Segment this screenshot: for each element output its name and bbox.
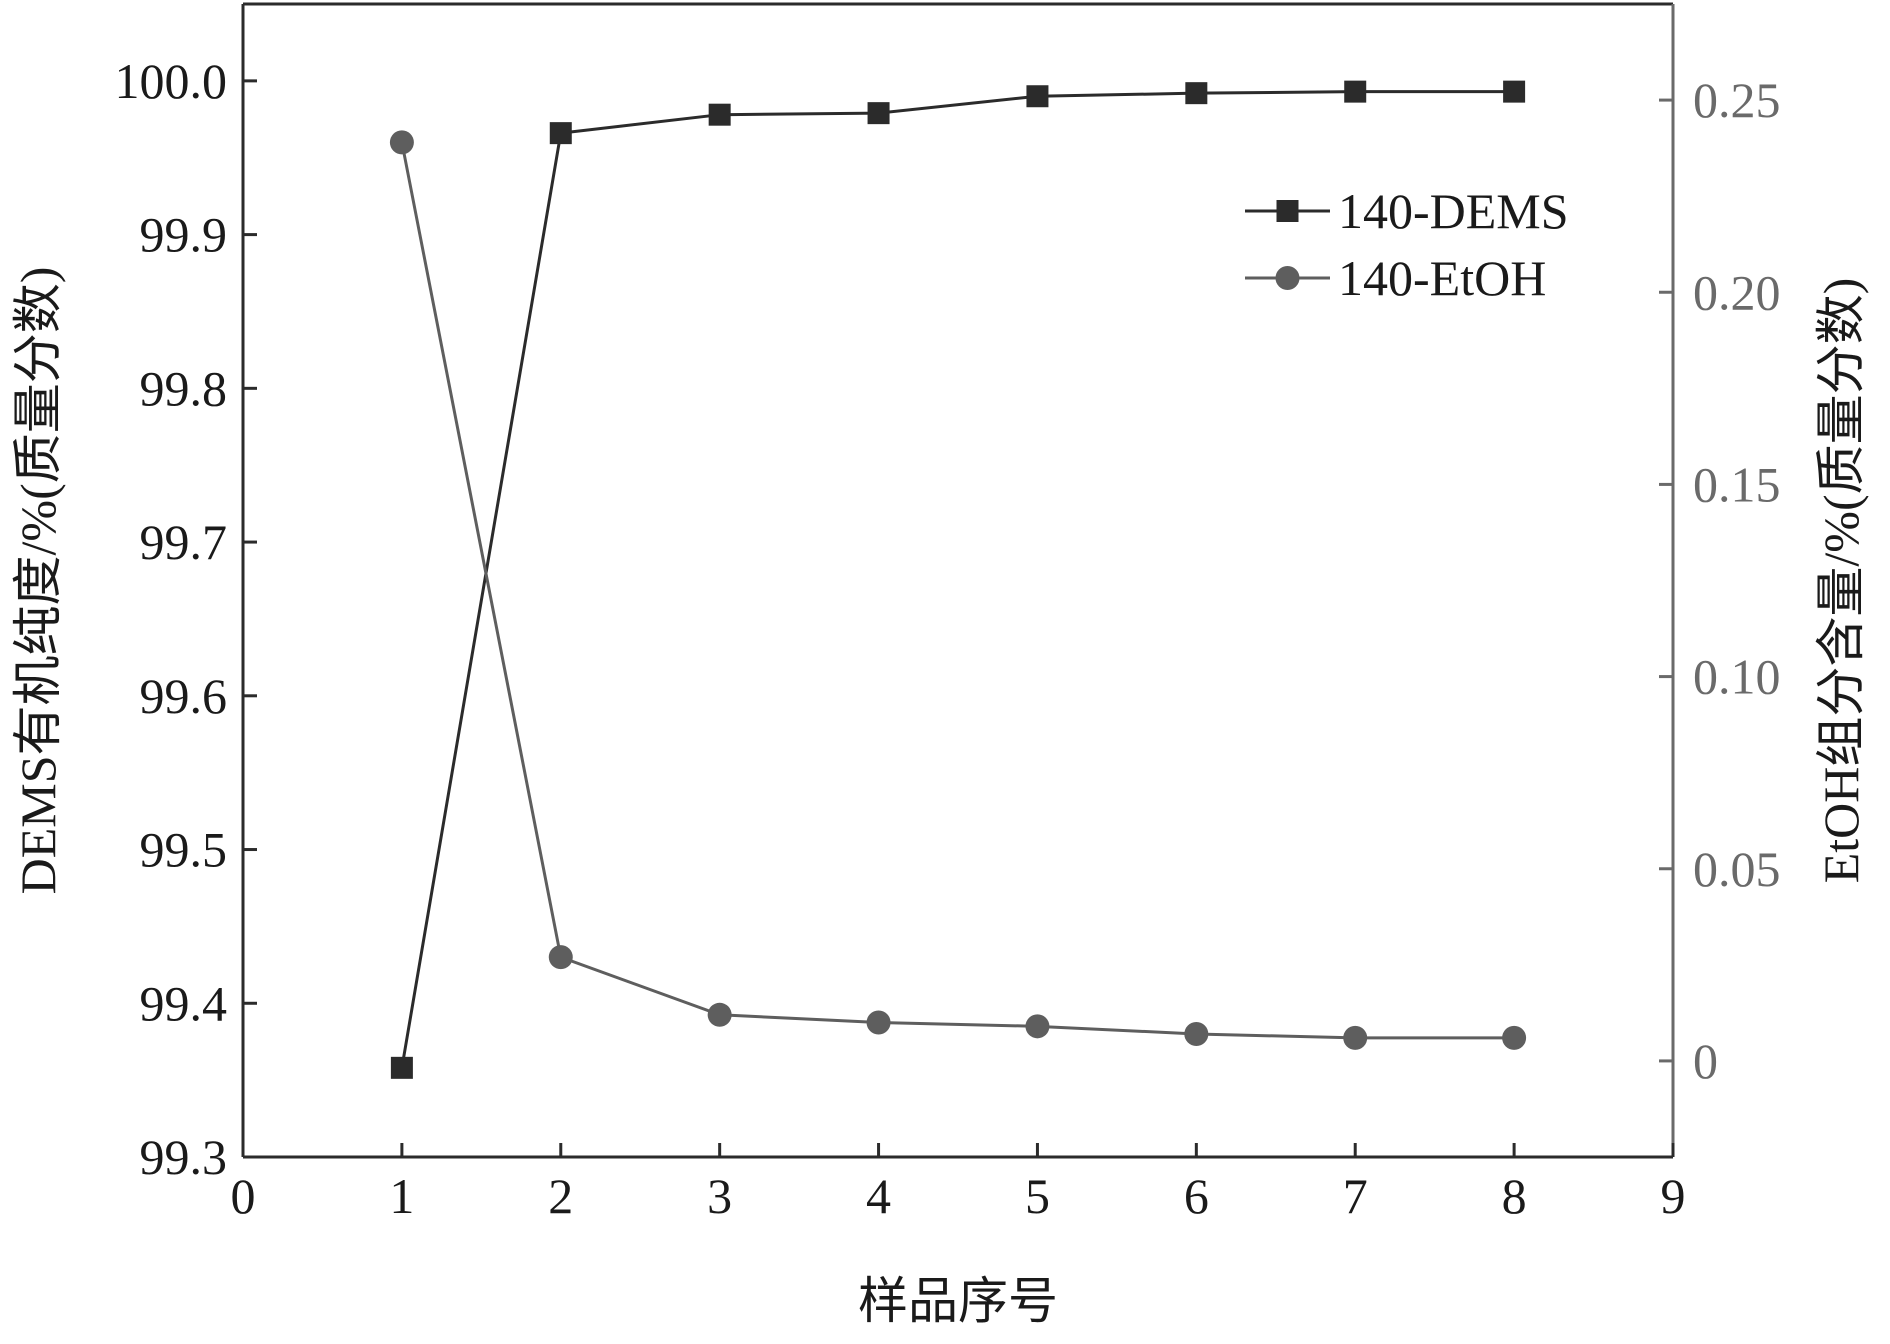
- y-right-tick-label: 0.10: [1693, 649, 1781, 705]
- data-point-140-dems: [549, 122, 572, 145]
- plot-frame: [241, 2, 1675, 1159]
- data-point-140-etoh: [1025, 1014, 1050, 1039]
- y-left-tick-label: 99.8: [140, 360, 228, 416]
- data-point-140-etoh: [1184, 1022, 1209, 1047]
- legend-marker-140-dems: [1276, 200, 1299, 222]
- data-point-140-dems: [708, 103, 731, 126]
- y-right-tick-label: 0.20: [1693, 264, 1781, 320]
- y-left-tick-label: 100.0: [115, 53, 228, 109]
- y-left-tick-label: 99.5: [140, 822, 228, 878]
- legend: 140-DEMS 140-EtOH: [1245, 183, 1569, 306]
- y-right-tick-label: 0.05: [1693, 841, 1781, 897]
- y-left-axis-title: DEMS有机纯度/%(质量分数): [10, 267, 66, 895]
- data-point-140-etoh: [1502, 1025, 1527, 1050]
- legend-label-140-etoh: 140-EtOH: [1338, 250, 1546, 306]
- x-tick-label: 7: [1343, 1168, 1368, 1224]
- y-right-tick-label: 0.15: [1693, 456, 1781, 512]
- x-tick-label: 9: [1661, 1168, 1686, 1224]
- data-point-140-dems: [1185, 82, 1208, 105]
- x-tick-label: 2: [548, 1168, 573, 1224]
- x-axis: 0 1 2 3 4 5 6 7 8 9: [231, 1143, 1686, 1224]
- data-point-140-dems: [867, 102, 890, 125]
- legend-label-140-dems: 140-DEMS: [1338, 183, 1569, 239]
- x-tick-label: 4: [866, 1168, 891, 1224]
- x-tick-label: 5: [1025, 1168, 1050, 1224]
- y-left-tick-label: 99.6: [140, 668, 228, 724]
- data-point-140-etoh: [866, 1010, 891, 1035]
- x-tick-label: 6: [1184, 1168, 1209, 1224]
- y-right-axis-title: EtOH组分含量/%(质量分数): [1813, 278, 1869, 884]
- series-line-140-etoh: [400, 142, 1515, 1040]
- data-point-140-etoh: [548, 945, 573, 970]
- x-tick-label: 1: [389, 1168, 414, 1224]
- legend-marker-140-etoh: [1275, 266, 1300, 290]
- data-point-140-etoh: [1343, 1025, 1368, 1050]
- data-point-140-etoh: [707, 1002, 732, 1027]
- y-left-tick-label: 99.7: [140, 514, 228, 570]
- data-point-140-dems: [1503, 80, 1526, 103]
- y-right-tick-label: 0.25: [1693, 72, 1781, 128]
- series-line-140-dems: [400, 90, 1515, 1069]
- y-right-tick-label: 0: [1693, 1033, 1718, 1089]
- x-tick-label: 3: [707, 1168, 732, 1224]
- y-left-tick-label: 99.4: [140, 975, 228, 1031]
- y-left-axis: 99.3 99.4 99.5 99.6 99.7 99.8 99.9 100.0: [115, 53, 257, 1185]
- y-right-axis: 0 0.05 0.10 0.15 0.20 0.25: [1659, 72, 1781, 1089]
- data-point-140-dems: [1344, 80, 1367, 103]
- series-layer: [389, 80, 1527, 1079]
- x-tick-label: 8: [1502, 1168, 1527, 1224]
- data-point-140-etoh: [389, 130, 414, 155]
- data-point-140-dems: [1026, 85, 1049, 108]
- y-left-tick-label: 99.3: [140, 1129, 228, 1185]
- y-left-tick-label: 99.9: [140, 207, 228, 263]
- x-tick-label: 0: [231, 1168, 256, 1224]
- data-point-140-dems: [390, 1056, 413, 1079]
- x-axis-title: 样品序号: [858, 1273, 1058, 1329]
